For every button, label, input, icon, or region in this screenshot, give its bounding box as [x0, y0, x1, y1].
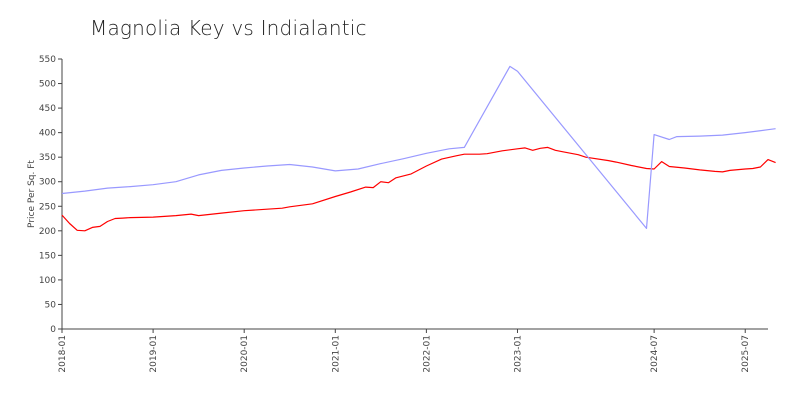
x-tick-label: 2019-01: [149, 335, 159, 373]
series-line-1: [61, 146, 776, 232]
x-tick-label: 2025-07: [741, 335, 751, 373]
x-tick-label: 2018-01: [58, 335, 68, 373]
x-tick-label: 2023-01: [513, 335, 523, 373]
x-tick-label: 2020-01: [240, 335, 250, 373]
x-tick-label: 2022-01: [422, 335, 432, 373]
y-tick-label: 100: [39, 276, 56, 286]
chart-title: Magnolia Key vs Indialantic: [90, 16, 367, 40]
x-tick-label: 2024-07: [650, 335, 660, 373]
y-tick-label: 250: [39, 202, 56, 212]
series-line-2: [61, 65, 776, 229]
y-tick-label: 450: [39, 104, 56, 114]
y-tick-label: 0: [50, 325, 56, 335]
y-tick-label: 200: [39, 227, 56, 237]
axes: 0 50 100 150 200 250 300 350 400 450 500 550 2018-01…: [27, 55, 768, 373]
y-tick-label: 550: [39, 55, 56, 65]
y-tick-label: 500: [39, 80, 56, 90]
y-tick-label: 350: [39, 153, 56, 163]
x-tick-label: 2021-01: [331, 335, 341, 373]
y-axis-label: Price Per Sq. Ft: [27, 160, 37, 228]
y-tick-label: 50: [45, 300, 57, 310]
y-tick-label: 300: [39, 178, 56, 188]
y-tick-label: 150: [39, 251, 56, 261]
y-tick-label: 400: [39, 129, 56, 139]
series-lines: [61, 65, 776, 232]
